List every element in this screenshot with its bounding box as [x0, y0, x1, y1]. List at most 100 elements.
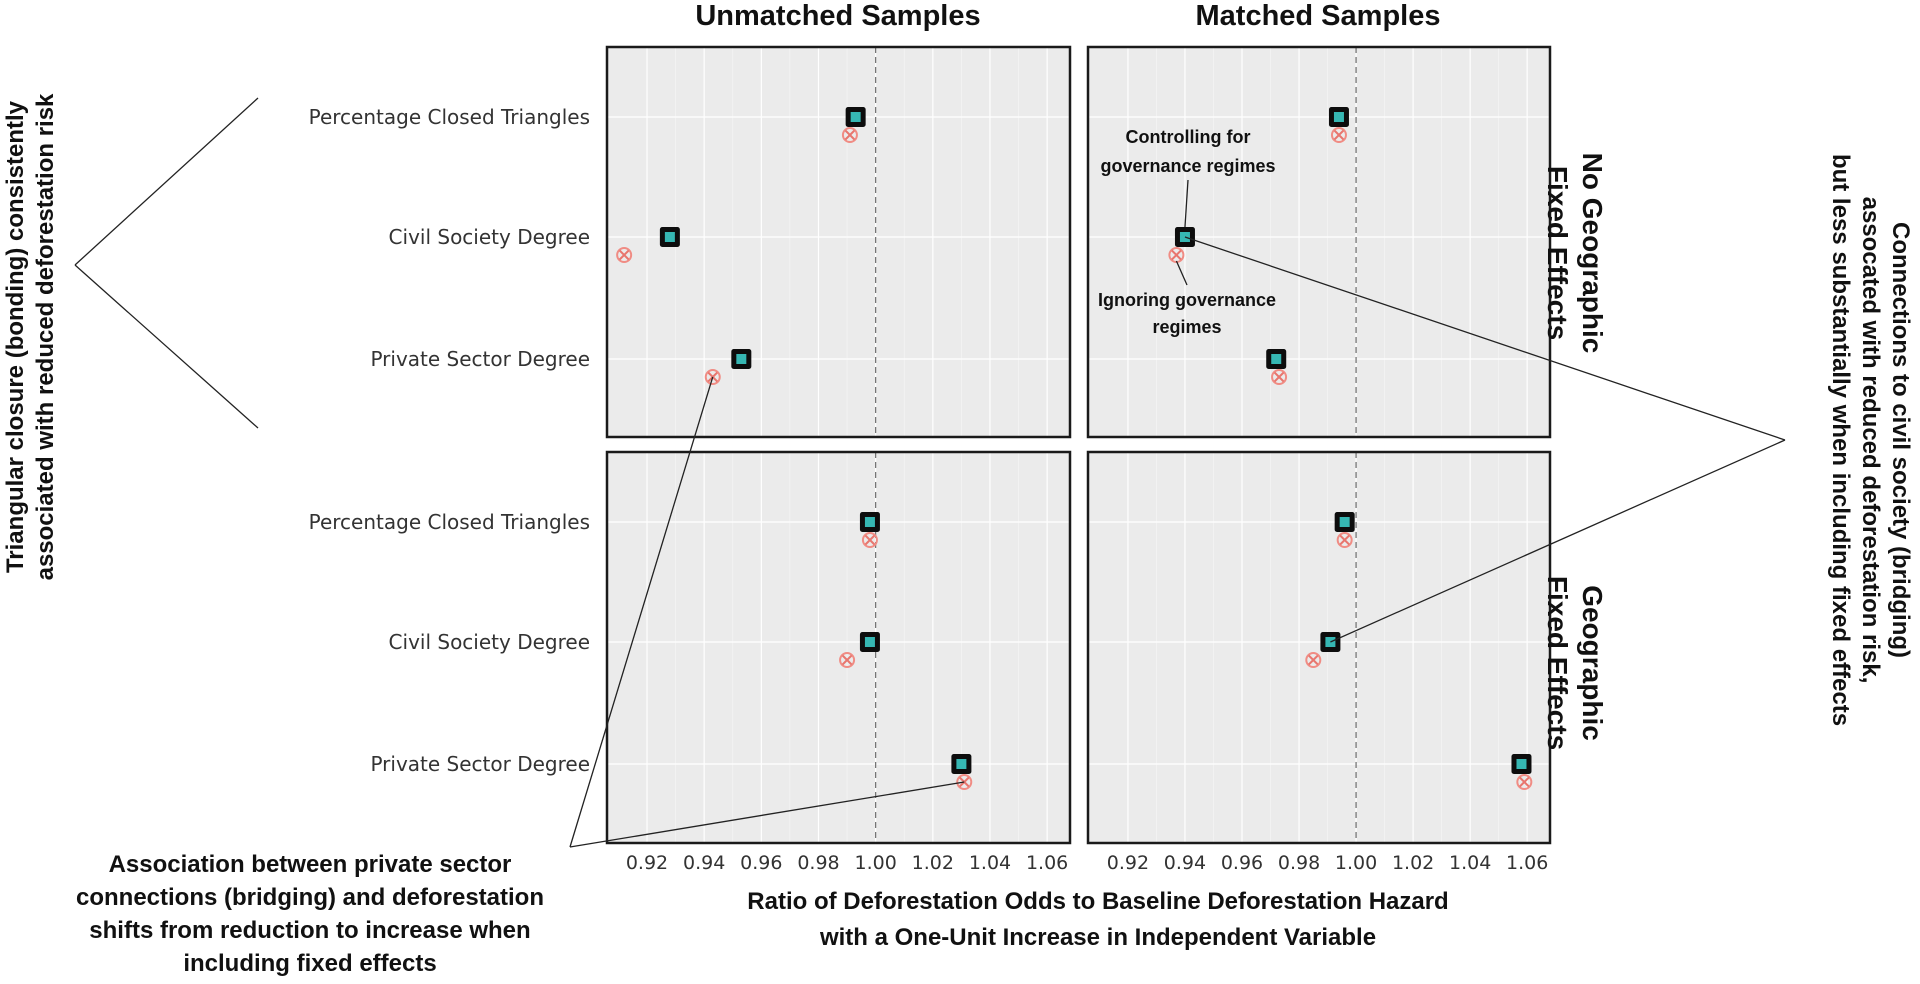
x-tick-label: 1.06	[1506, 852, 1548, 874]
point-marker-cross-b	[1171, 249, 1182, 261]
bracket-left-lower	[74, 264, 259, 429]
point-marker-cross-b	[1519, 776, 1530, 788]
point-marker-cross-b	[1333, 129, 1345, 141]
point-marker-inner	[1339, 517, 1350, 527]
panel-border-r1-c0	[605, 450, 1072, 845]
point-controlling-governance	[659, 227, 680, 247]
callout-civil-society-fe	[1330, 439, 1786, 643]
category-label: Civil Society Degree	[389, 225, 590, 249]
x-tick-label: 1.04	[1449, 852, 1491, 874]
point-ignoring-governance	[1271, 369, 1288, 385]
point-marker-circle	[1305, 652, 1322, 668]
bottom-annotation-line2: connections (bridging) and deforestation	[76, 884, 544, 911]
left-annotation-line2: associated with reduced deforestation ri…	[32, 93, 59, 580]
point-controlling-governance	[1334, 512, 1355, 532]
point-ignoring-governance	[1336, 532, 1353, 548]
point-controlling-governance	[859, 512, 880, 532]
panel-background-r0-c1	[1088, 47, 1550, 437]
point-ignoring-governance	[839, 652, 856, 668]
point-marker-circle	[1516, 774, 1533, 790]
point-ignoring-governance	[861, 532, 878, 548]
point-controlling-governance	[951, 754, 972, 774]
point-marker-inner	[736, 354, 747, 364]
category-label: Percentage Closed Triangles	[309, 105, 590, 129]
callout-private-sector-no-fe	[569, 376, 714, 848]
x-tick-label: 0.94	[1164, 852, 1206, 874]
left-annotation-line1: Triangular closure (bonding) consistentl…	[2, 100, 29, 573]
point-marker-inner	[850, 112, 861, 122]
point-ignoring-governance	[1516, 774, 1533, 790]
point-ignoring-governance	[1330, 127, 1347, 143]
point-controlling-governance	[1328, 107, 1349, 127]
panel-background-r0-c0	[607, 47, 1070, 437]
panel-border-r0-c0	[605, 45, 1072, 439]
point-ignoring-governance	[1305, 652, 1322, 668]
panel-border-r1-c1	[1086, 450, 1552, 845]
point-marker-cross-b	[864, 534, 876, 546]
col-title-matched: Matched Samples	[1196, 0, 1441, 32]
x-tick-label: 1.02	[912, 852, 954, 874]
point-marker-cross-b	[841, 654, 853, 666]
x-tick-label: 1.00	[1335, 852, 1377, 874]
bracket-left-upper	[74, 97, 259, 266]
point-marker-circle	[839, 652, 856, 668]
leader-ignoring-governance	[1175, 260, 1188, 286]
category-label: Private Sector Degree	[370, 752, 590, 776]
x-axis-title-line2: with a One-Unit Increase in Independent …	[819, 924, 1376, 951]
point-marker-inner	[864, 637, 875, 647]
callout-civil-society-no-fe	[1184, 236, 1786, 441]
right-annotation-line2: assocated with reduced deforestation ris…	[1857, 197, 1884, 684]
point-controlling-governance	[731, 349, 752, 369]
x-tick-label: 1.06	[1026, 852, 1068, 874]
row-strip-geo-line2: Fixed Effects	[1542, 576, 1573, 750]
annotation-nogov-line1: Ignoring governance	[1098, 290, 1276, 310]
panel-border-r0-c1	[1086, 45, 1552, 439]
x-tick-label: 1.04	[969, 852, 1011, 874]
x-tick-label: 0.98	[797, 852, 839, 874]
category-label: Private Sector Degree	[370, 347, 590, 371]
x-tick-label: 1.00	[854, 852, 896, 874]
panels-layer	[605, 45, 1552, 845]
panel-background-r1-c1	[1088, 452, 1550, 843]
x-tick-label: 0.92	[626, 852, 668, 874]
point-marker-circle	[1330, 127, 1347, 143]
point-controlling-governance	[1266, 349, 1287, 369]
x-tick-label: 0.94	[683, 852, 725, 874]
col-title-unmatched: Unmatched Samples	[695, 0, 980, 32]
point-marker-cross-b	[1273, 371, 1285, 383]
right-annotation-line1: Connections to civil society (bridging)	[1887, 222, 1914, 658]
point-marker-inner	[1333, 112, 1344, 122]
x-tick-label: 0.96	[1221, 852, 1263, 874]
point-marker-circle	[861, 532, 878, 548]
point-marker-circle	[1336, 532, 1353, 548]
bottom-annotation-line1: Association between private sector	[109, 851, 512, 878]
category-label: Percentage Closed Triangles	[309, 510, 590, 534]
annotation-nogov-line2: regimes	[1152, 317, 1221, 337]
point-marker-cross-b	[844, 129, 856, 141]
point-marker-circle	[841, 127, 858, 143]
row-strip-no-geo-line1: No Geographic	[1577, 153, 1608, 354]
point-marker-inner	[1516, 759, 1527, 769]
row-strip-no-geo-line2: Fixed Effects	[1542, 166, 1573, 340]
bottom-annotation-line3: shifts from reduction to increase when	[89, 917, 530, 944]
x-tick-label: 0.92	[1107, 852, 1149, 874]
point-ignoring-governance	[616, 247, 633, 263]
point-controlling-governance	[859, 632, 880, 652]
x-tick-label: 0.98	[1278, 852, 1320, 874]
tick-labels-layer: Percentage Closed Triangles Civil Society…	[309, 105, 1549, 874]
leader-controlling-governance	[1184, 179, 1189, 228]
point-marker-inner	[956, 759, 967, 769]
point-marker-circle	[616, 247, 633, 263]
point-marker-cross-b	[1339, 534, 1350, 546]
point-marker-inner	[664, 232, 675, 242]
panel-background-r1-c0	[607, 452, 1070, 843]
bottom-annotation-line4: including fixed effects	[183, 950, 436, 977]
callout-lines-layer	[74, 97, 1786, 848]
category-label: Civil Society Degree	[389, 630, 590, 654]
point-marker-cross-b	[1308, 654, 1319, 666]
point-marker-circle	[956, 774, 973, 790]
point-marker-cross-b	[618, 249, 630, 261]
point-ignoring-governance	[841, 127, 858, 143]
right-annotation-line3: but less substantially when including fi…	[1827, 154, 1854, 726]
